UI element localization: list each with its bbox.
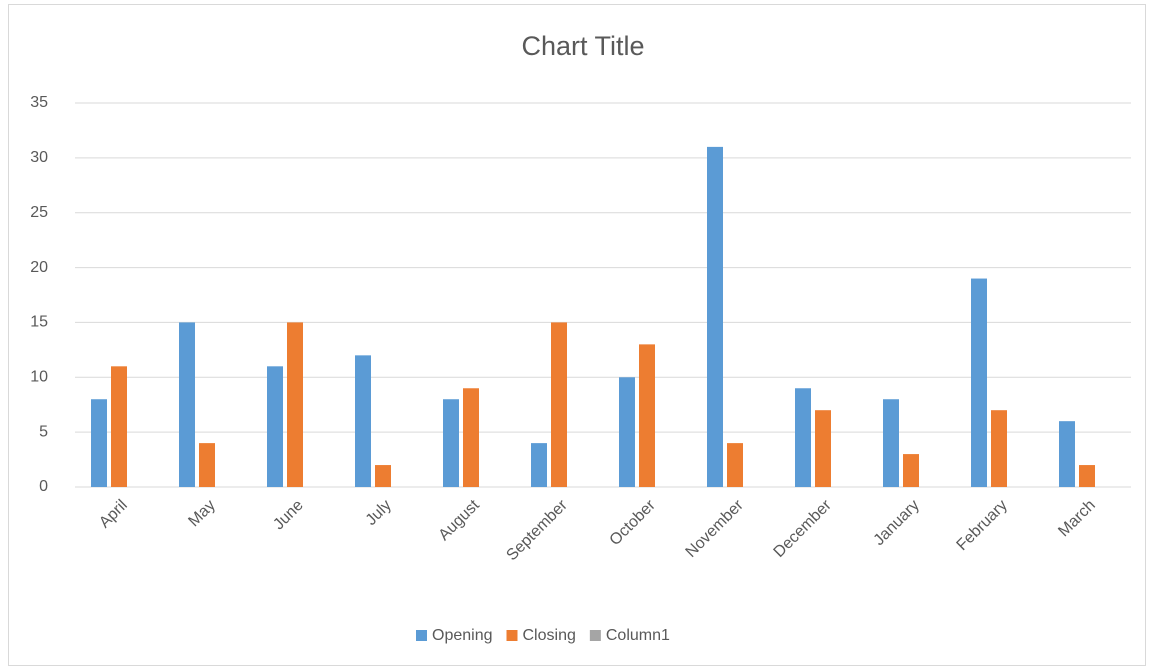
legend-swatch: [506, 630, 518, 641]
bar: [971, 278, 987, 487]
bar: [991, 410, 1007, 487]
bar: [531, 443, 547, 487]
y-tick-label: 25: [30, 204, 48, 221]
y-tick-label: 35: [30, 94, 48, 111]
y-tick-label: 20: [30, 259, 48, 276]
bar: [639, 344, 655, 487]
bar: [355, 355, 371, 487]
bar: [267, 366, 283, 487]
bar: [795, 388, 811, 487]
bar: [551, 322, 567, 487]
legend-label: Opening: [432, 627, 493, 644]
bar: [463, 388, 479, 487]
bar: [903, 454, 919, 487]
chart-title: Chart Title: [521, 31, 644, 61]
bar: [619, 377, 635, 487]
bar: [727, 443, 743, 487]
legend-swatch: [416, 630, 427, 641]
y-tick-label: 10: [30, 369, 48, 386]
bar: [1079, 465, 1095, 487]
chart-border: [8, 4, 1146, 666]
legend-label: Closing: [523, 627, 576, 644]
bar: [287, 322, 303, 487]
legend-label: Column1: [606, 627, 670, 644]
bar: [707, 146, 723, 487]
y-tick-label: 5: [39, 423, 48, 440]
bar: [443, 399, 459, 487]
bar: [199, 443, 215, 487]
bar: [111, 366, 127, 487]
bar: [883, 399, 899, 487]
bar: [1059, 421, 1075, 487]
bar: [815, 410, 831, 487]
bar: [179, 322, 195, 487]
bar: [375, 465, 391, 487]
y-tick-label: 15: [30, 314, 48, 331]
bar: [91, 399, 107, 487]
y-tick-label: 30: [30, 149, 48, 166]
y-tick-label: 0: [39, 478, 48, 495]
legend-swatch: [589, 630, 601, 641]
